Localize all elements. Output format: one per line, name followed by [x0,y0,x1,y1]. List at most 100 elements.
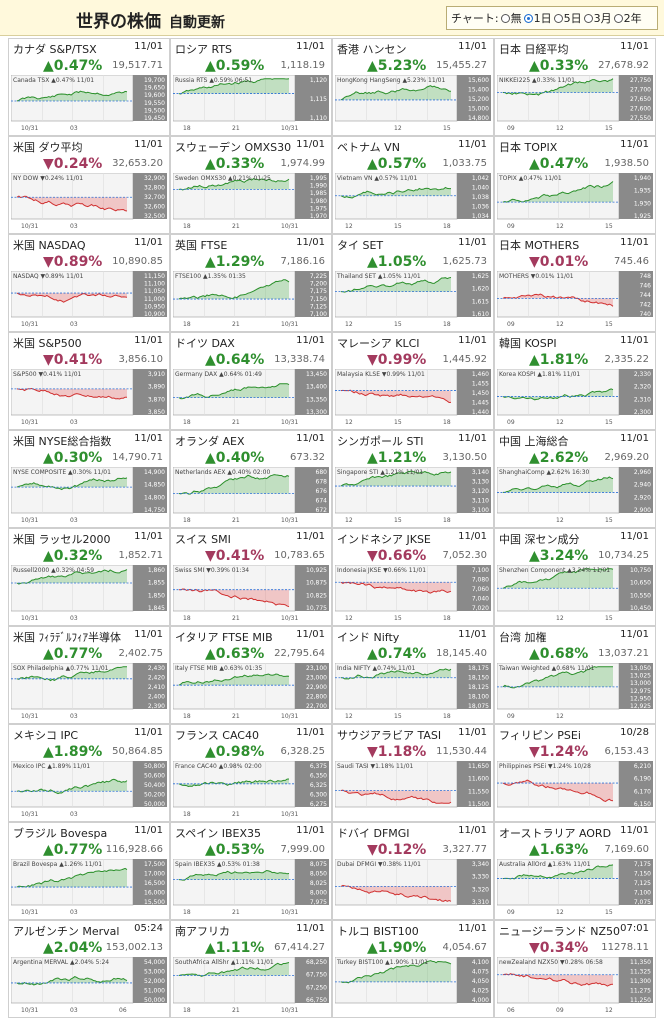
market-name[interactable]: オランダ AEX [175,435,245,448]
mini-chart[interactable]: Dubai DFMGI ▼0.38% 11/01 3,340 3,330 3,320 3… [335,859,491,917]
market-name[interactable]: 韓国 KOSPI [499,337,557,350]
market-name[interactable]: 中国 深セン成分 [499,533,580,546]
mini-chart[interactable]: SOX Philadelphia ▲0.77% 11/01 2,430 2,420 2… [11,663,167,721]
market-card[interactable]: ロシア RTS 11/01 ▲0.59% 1,118.19 Russia RTS ▲0.… [170,38,332,136]
market-name[interactable]: ベトナム VN [337,141,400,154]
period-option-label[interactable]: 1日 [533,12,552,25]
market-name[interactable]: ブラジル Bovespa [13,827,108,840]
market-name[interactable]: フランス CAC40 [175,729,259,742]
market-card[interactable]: ブラジル Bovespa 11/01 ▲0.77% 116,928.66 Brazil … [8,822,170,920]
market-card[interactable]: 米国 ラッセル2000 11/01 ▲0.32% 1,852.71 Russell200… [8,528,170,626]
market-name[interactable]: スペイン IBEX35 [175,827,261,840]
market-card[interactable]: 香港 ハンセン 11/01 ▲5.23% 15,455.27 HongKong Hang… [332,38,494,136]
mini-chart[interactable]: Brazil Bovespa ▲1.26% 11/01 17,500 17,000 1… [11,859,167,917]
market-card[interactable]: オーストラリア AORD 11/01 ▲1.63% 7,169.60 Australia… [494,822,656,920]
mini-chart[interactable]: Malaysia KLSE ▼0.99% 11/01 1,460 1,455 1,45… [335,369,491,427]
market-name[interactable]: ニュージーランド NZ50 [499,925,621,938]
mini-chart[interactable]: India NIFTY ▲0.74% 11/01 18,175 18,150 18,1… [335,663,491,721]
market-card[interactable]: カナダ S&P/TSX 11/01 ▲0.47% 19,517.71 Canada TS… [8,38,170,136]
mini-chart[interactable]: Germany DAX ▲0.64% 01:49 13,450 13,400 13,3… [173,369,329,427]
market-card[interactable]: ベトナム VN 11/01 ▲0.57% 1,033.75 Vietnam VN ▲0.… [332,136,494,234]
market-name[interactable]: マレーシア KLCI [337,337,420,350]
market-name[interactable]: 米国 NYSE総合指数 [13,435,112,448]
market-card[interactable]: 中国 上海総合 11/01 ▲2.62% 2,969.20 ShanghaiComp ▲… [494,430,656,528]
market-card[interactable]: サウジアラビア TASI 11/01 ▼1.18% 11,530.44 Saudi TA… [332,724,494,822]
market-card[interactable]: 日本 TOPIX 11/01 ▲0.47% 1,938.50 TOPIX ▲0.47% … [494,136,656,234]
market-name[interactable]: ドバイ DFMGI [337,827,410,840]
period-radio-4[interactable] [613,14,623,23]
mini-chart[interactable]: MOTHERS ▼0.01% 11/01 748 746 744 742 740 09 12 1… [497,271,653,329]
market-name[interactable]: ロシア RTS [175,43,233,56]
market-name[interactable]: 日本 TOPIX [499,141,558,154]
market-card[interactable]: 日本 日経平均 11/01 ▲0.33% 27,678.92 NIKKEI225 ▲0.… [494,38,656,136]
market-name[interactable]: アルゼンチン Merval [13,925,120,938]
market-card[interactable]: オランダ AEX 11/01 ▲0.40% 673.32 Netherlands AEX… [170,430,332,528]
market-name[interactable]: カナダ S&P/TSX [13,43,97,56]
mini-chart[interactable]: Netherlands AEX ▲0.40% 02:00 680 678 676 674… [173,467,329,525]
market-name[interactable]: インドネシア JKSE [337,533,431,546]
market-name[interactable]: 米国 NASDAQ [13,239,86,252]
market-card[interactable]: マレーシア KLCI 11/01 ▼0.99% 1,445.92 Malaysia KL… [332,332,494,430]
mini-chart[interactable]: FTSE100 ▲1.35% 01:35 7,2257,2007,1757,150… [173,271,329,329]
market-name[interactable]: 米国 ラッセル2000 [13,533,111,546]
market-name[interactable]: 南アフリカ [175,925,230,938]
market-card[interactable]: 中国 深セン成分 11/01 ▲3.24% 10,734.25 Shenzhen Com… [494,528,656,626]
market-card[interactable]: 米国 ﾌｨﾗﾃﾞﾙﾌｨｱ半導体 11/01 ▲0.77% 2,402.75 SOX Ph… [8,626,170,724]
mini-chart[interactable]: Philippines PSEi ▼1.24% 10/28 6,210 6,190 6… [497,761,653,819]
market-card[interactable]: タイ SET 11/01 ▲1.05% 1,625.73 Thailand SET ▲1… [332,234,494,332]
market-name[interactable]: シンガポール STI [337,435,424,448]
market-name[interactable]: スイス SMI [175,533,231,546]
market-name[interactable]: 米国 ダウ平均 [13,141,83,154]
market-name[interactable]: 香港 ハンセン [337,43,407,56]
market-card[interactable]: インドネシア JKSE 11/01 ▼0.66% 7,052.30 Indonesia … [332,528,494,626]
mini-chart[interactable]: Russell2000 ▲0.32% 04:59 1,860 1,855 1,850 1… [11,565,167,623]
mini-chart[interactable]: Spain IBEX35 ▲0.53% 01:38 8,075 8,050 8,025… [173,859,329,917]
market-card[interactable]: 南アフリカ 11/01 ▲1.11% 67,414.27 SouthAfrica All… [170,920,332,1018]
mini-chart[interactable]: Saudi TASI ▼1.18% 11/01 11,650 11,600 11,55… [335,761,491,819]
market-card[interactable]: スイス SMI 11/01 ▼0.41% 10,783.65 Swiss SMI ▼0.… [170,528,332,626]
mini-chart[interactable]: Swiss SMI ▼0.39% 01:34 10,925 10,875 10,825… [173,565,329,623]
period-radio-2[interactable] [553,14,563,23]
market-name[interactable]: 日本 MOTHERS [499,239,580,252]
mini-chart[interactable]: Russia RTS ▲0.59% 06:51 1,120 1,115 1,110 18… [173,75,329,133]
mini-chart[interactable]: Taiwan Weighted ▲0.68% 11/01 13,05013,025… [497,663,653,721]
market-card[interactable]: ドバイ DFMGI 11/01 ▼0.12% 3,327.77 Dubai DFMGI … [332,822,494,920]
mini-chart[interactable]: HongKong HangSeng ▲5.23% 11/01 15,600 15,4… [335,75,491,133]
mini-chart[interactable]: Italy FTSE MIB ▲0.63% 01:35 23,100 23,000 2… [173,663,329,721]
market-card[interactable]: メキシコ IPC 11/01 ▲1.89% 50,864.85 Mexico IPC ▲… [8,724,170,822]
market-name[interactable]: 中国 上海総合 [499,435,569,448]
period-radio-3[interactable] [583,14,593,23]
market-card[interactable]: アルゼンチン Merval 05:24 ▲2.04% 153,002.13 Argent… [8,920,170,1018]
market-name[interactable]: メキシコ IPC [13,729,79,742]
mini-chart[interactable]: Argentina MERVAL ▲2.04% 5:24 54,000 53,000… [11,957,167,1015]
mini-chart[interactable]: Indonesia JKSE ▼0.66% 11/01 7,100 7,080 7,0… [335,565,491,623]
market-card[interactable]: イタリア FTSE MIB 11/01 ▲0.63% 22,795.64 Italy F… [170,626,332,724]
market-name[interactable]: 日本 日経平均 [499,43,569,56]
mini-chart[interactable]: TOPIX ▲0.47% 11/01 1,940 1,935 1,930 1,925 09… [497,173,653,231]
period-option-label[interactable]: 2年 [623,12,642,25]
mini-chart[interactable]: NIKKEI225 ▲0.33% 11/01 27,750 27,700 27,650… [497,75,653,133]
market-name[interactable]: タイ SET [337,239,384,252]
market-card[interactable]: ニュージーランド NZ50 07:01 ▼0.34% 11278.11 newZeala… [494,920,656,1018]
market-card[interactable]: 米国 NYSE総合指数 11/01 ▲0.30% 14,790.71 NYSE COMP… [8,430,170,528]
mini-chart[interactable]: Korea KOSPI ▲1.81% 11/01 2,330 2,320 2,310 2… [497,369,653,427]
mini-chart[interactable]: Mexico IPC ▲1.89% 11/01 50,800 50,600 50,40… [11,761,167,819]
market-card[interactable]: 韓国 KOSPI 11/01 ▲1.81% 2,335.22 Korea KOSPI ▲… [494,332,656,430]
mini-chart[interactable]: Thailand SET ▲1.05% 11/01 1,625 1,620 1,615… [335,271,491,329]
market-name[interactable]: 米国 S&P500 [13,337,82,350]
mini-chart[interactable]: France CAC40 ▲0.98% 02:00 6,375 6,350 6,325… [173,761,329,819]
market-name[interactable]: インド Nifty [337,631,400,644]
market-name[interactable]: 米国 ﾌｨﾗﾃﾞﾙﾌｨｱ半導体 [13,631,121,644]
market-card[interactable]: スウェーデン OMXS30 11/01 ▲0.33% 1,974.99 Sweden O… [170,136,332,234]
mini-chart[interactable]: NY DOW ▼0.24% 11/01 32,900 32,800 32,700 32,… [11,173,167,231]
mini-chart[interactable]: SouthAfrica AllShr ▲1.11% 11/01 68,250 67,… [173,957,329,1015]
mini-chart[interactable]: Sweden OMXS30 ▲0.21% 01:25 1,9951,9901,98… [173,173,329,231]
market-card[interactable]: シンガポール STI 11/01 ▲1.21% 3,130.50 Singapore S… [332,430,494,528]
mini-chart[interactable]: Singapore STI ▲1.21% 11/01 3,140 3,130 3,12… [335,467,491,525]
market-card[interactable]: 英国 FTSE 11/01 ▲1.29% 7,186.16 FTSE100 ▲1.35%… [170,234,332,332]
market-name[interactable]: イタリア FTSE MIB [175,631,273,644]
mini-chart[interactable]: Turkey BIST100 ▲1.90% 11/01 4,100 4,075 4,0… [335,957,491,1015]
market-name[interactable]: オーストラリア AORD [499,827,612,840]
mini-chart[interactable]: ShanghaiComp ▲2.62% 16:30 2,960 2,940 2,920… [497,467,653,525]
market-card[interactable]: フランス CAC40 11/01 ▲0.98% 6,328.25 France CAC4… [170,724,332,822]
